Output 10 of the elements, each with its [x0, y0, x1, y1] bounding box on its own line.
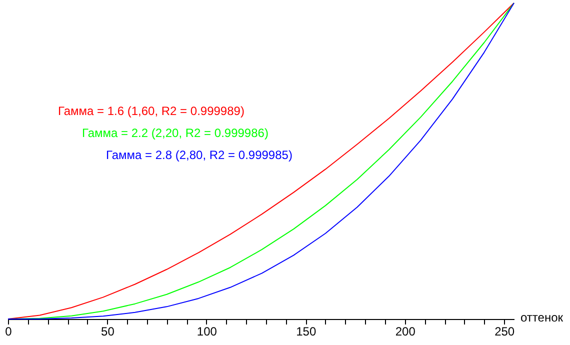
x-tick-label: 0: [5, 324, 12, 338]
x-tick-label: 150: [296, 324, 316, 338]
text: Гамма = 2.2 (2,20, R2 = 0.999986): [82, 126, 268, 140]
text: Гамма = 2.8 (2,80, R2 = 0.999985): [106, 148, 292, 162]
x-tick-label: 250: [494, 324, 515, 338]
x-axis-title: оттенок: [520, 310, 564, 324]
x-tick-label: 50: [101, 324, 115, 338]
text: Гамма = 1.6 (1,60, R2 = 0.999989): [58, 104, 244, 118]
x-tick-label: 100: [196, 324, 218, 338]
x-tick-label: 200: [395, 324, 416, 338]
